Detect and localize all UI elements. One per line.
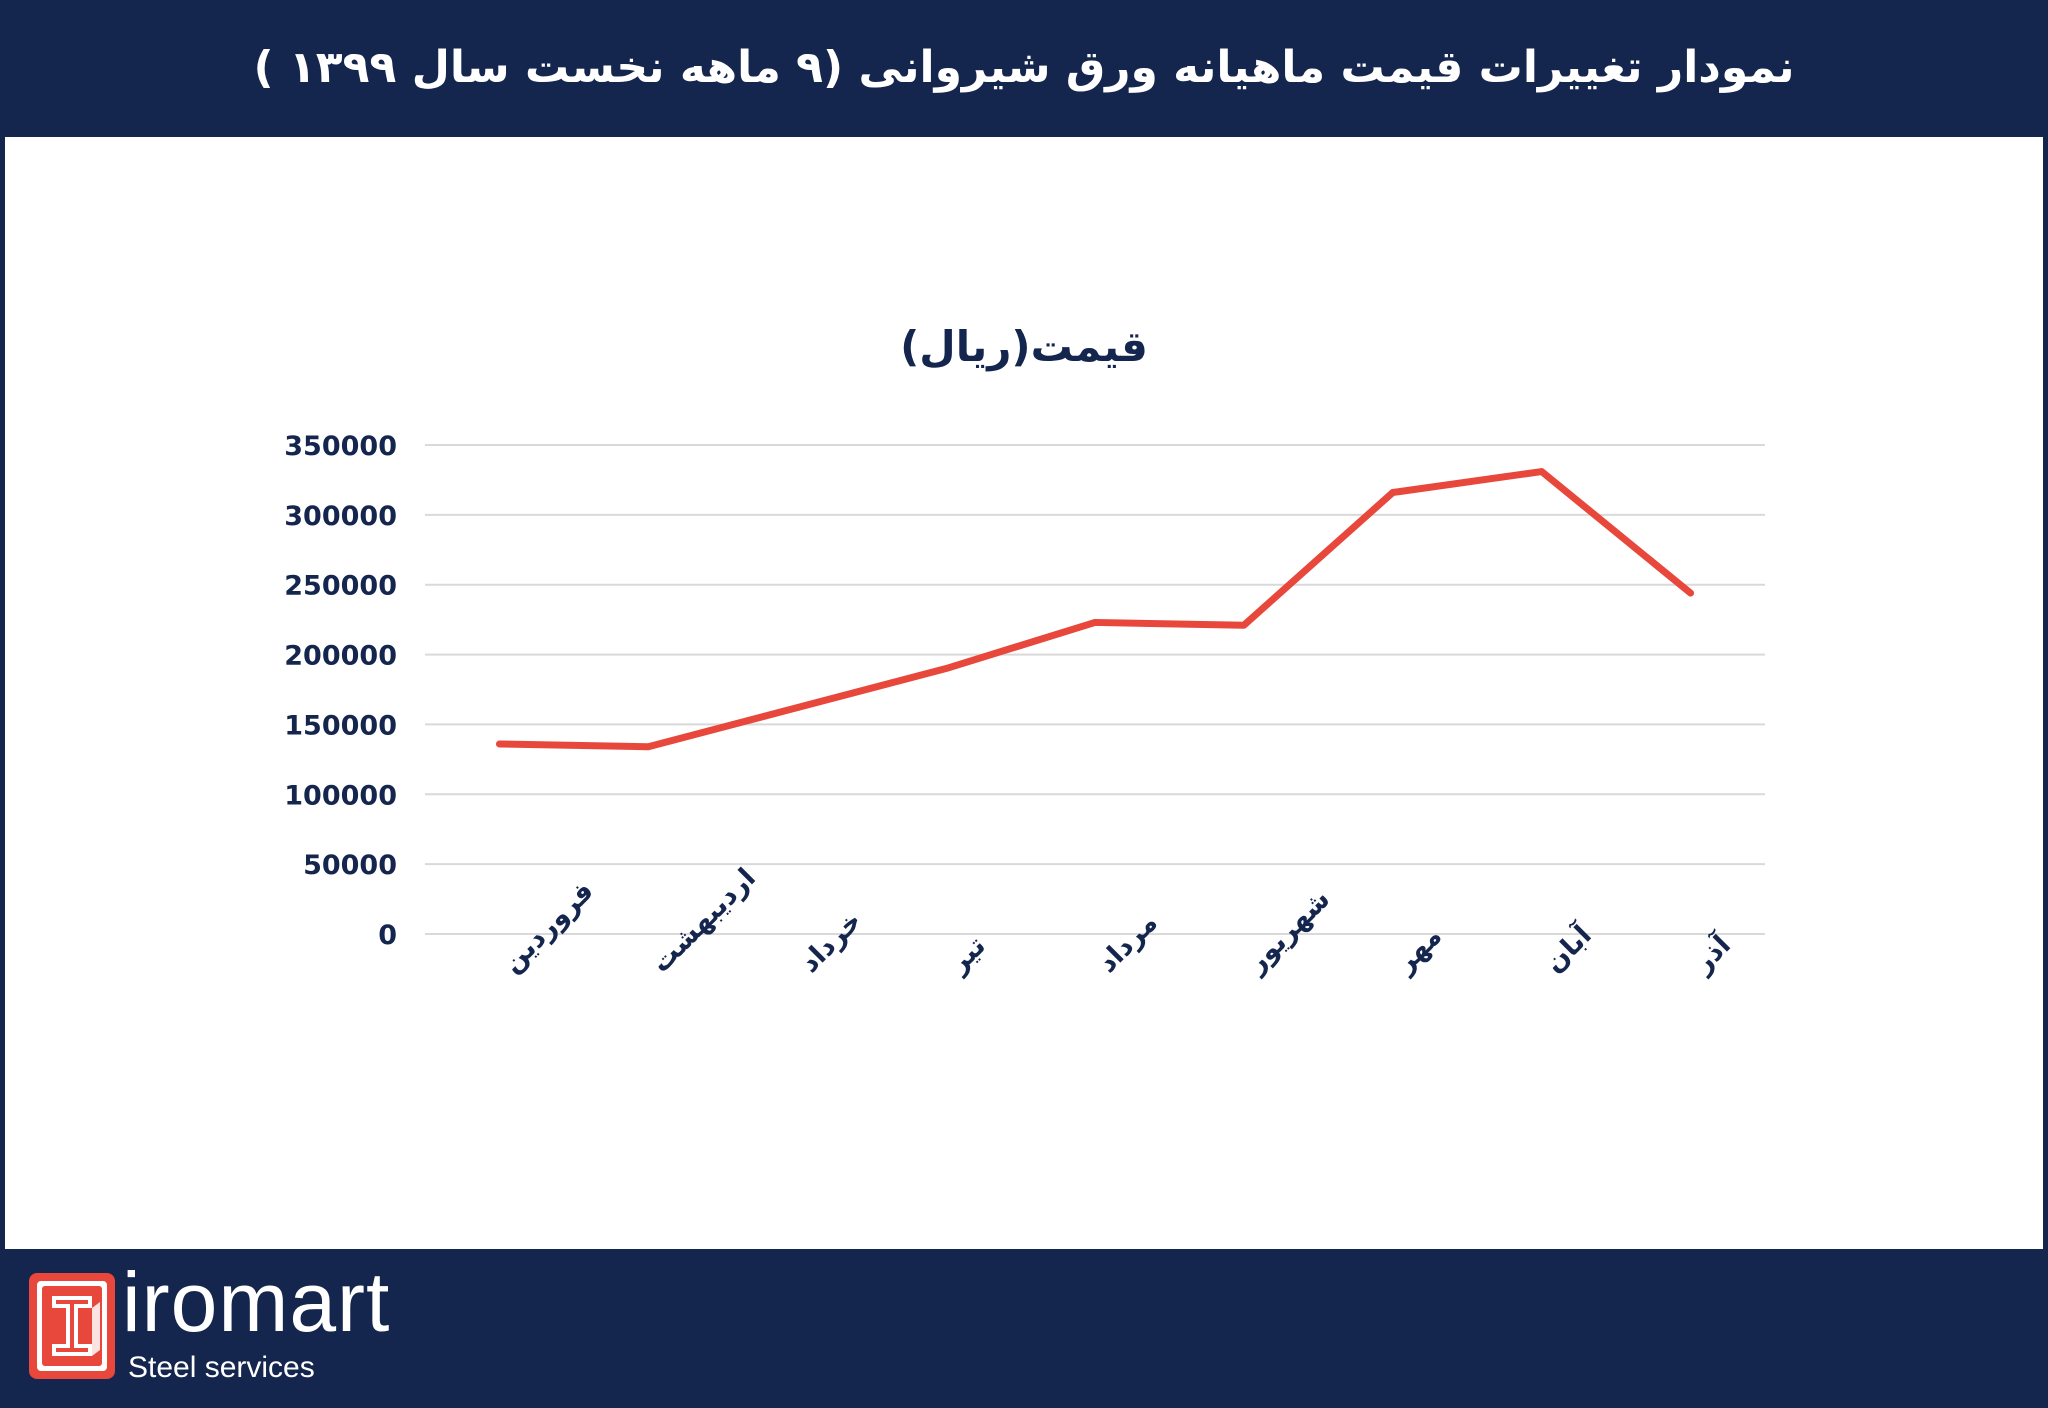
y-axis-ticks: 0 50000 100000 150000 200000 250000 300000 3500… (284, 431, 397, 951)
series-line (495, 468, 1695, 751)
x-tick-label: تیر (942, 930, 992, 980)
grid-lines (425, 444, 1765, 935)
y-tick-label: 50000 (303, 850, 397, 881)
x-tick-label: اردیبهشت (645, 862, 761, 978)
brand-name: iromart (122, 1255, 391, 1349)
y-tick-label: 250000 (284, 571, 397, 602)
series-layer (495, 468, 1695, 751)
x-axis-ticks: فروردین اردیبهشت خرداد تیر مرداد شهریور مهر آبا… (496, 862, 1737, 980)
chart-panel: قیمت(ریال) 0 50000 100000 150000 200000 25000… (5, 137, 2043, 1249)
y-tick-label: 100000 (284, 780, 397, 811)
brand-tagline: Steel services (128, 1351, 315, 1384)
x-tick-label: مرداد (1092, 907, 1164, 979)
header-bar: نمودار تغییرات قیمت ماهیانه ورق شیروانی … (0, 0, 2048, 135)
y-tick-label: 300000 (284, 501, 397, 532)
footer-bar: iromart Steel services (0, 1250, 2048, 1408)
y-tick-label: 0 (378, 920, 397, 951)
line-chart: 0 50000 100000 150000 200000 250000 300000 3500… (284, 431, 1765, 980)
page-title: نمودار تغییرات قیمت ماهیانه ورق شیروانی … (253, 42, 1795, 93)
chart-title: قیمت(ریال) (900, 322, 1148, 371)
y-tick-label: 150000 (284, 710, 397, 741)
steel-beam-logo-icon (26, 1270, 118, 1386)
x-tick-label: فروردین (496, 876, 599, 979)
x-tick-label: آذر (1685, 928, 1738, 981)
y-tick-label: 350000 (284, 431, 397, 462)
x-tick-label: خرداد (794, 905, 868, 979)
y-tick-label: 200000 (284, 641, 397, 672)
x-tick-label: آبان (1537, 918, 1598, 979)
x-tick-label: مهر (1388, 921, 1448, 981)
x-tick-label: شهریور (1240, 884, 1337, 981)
